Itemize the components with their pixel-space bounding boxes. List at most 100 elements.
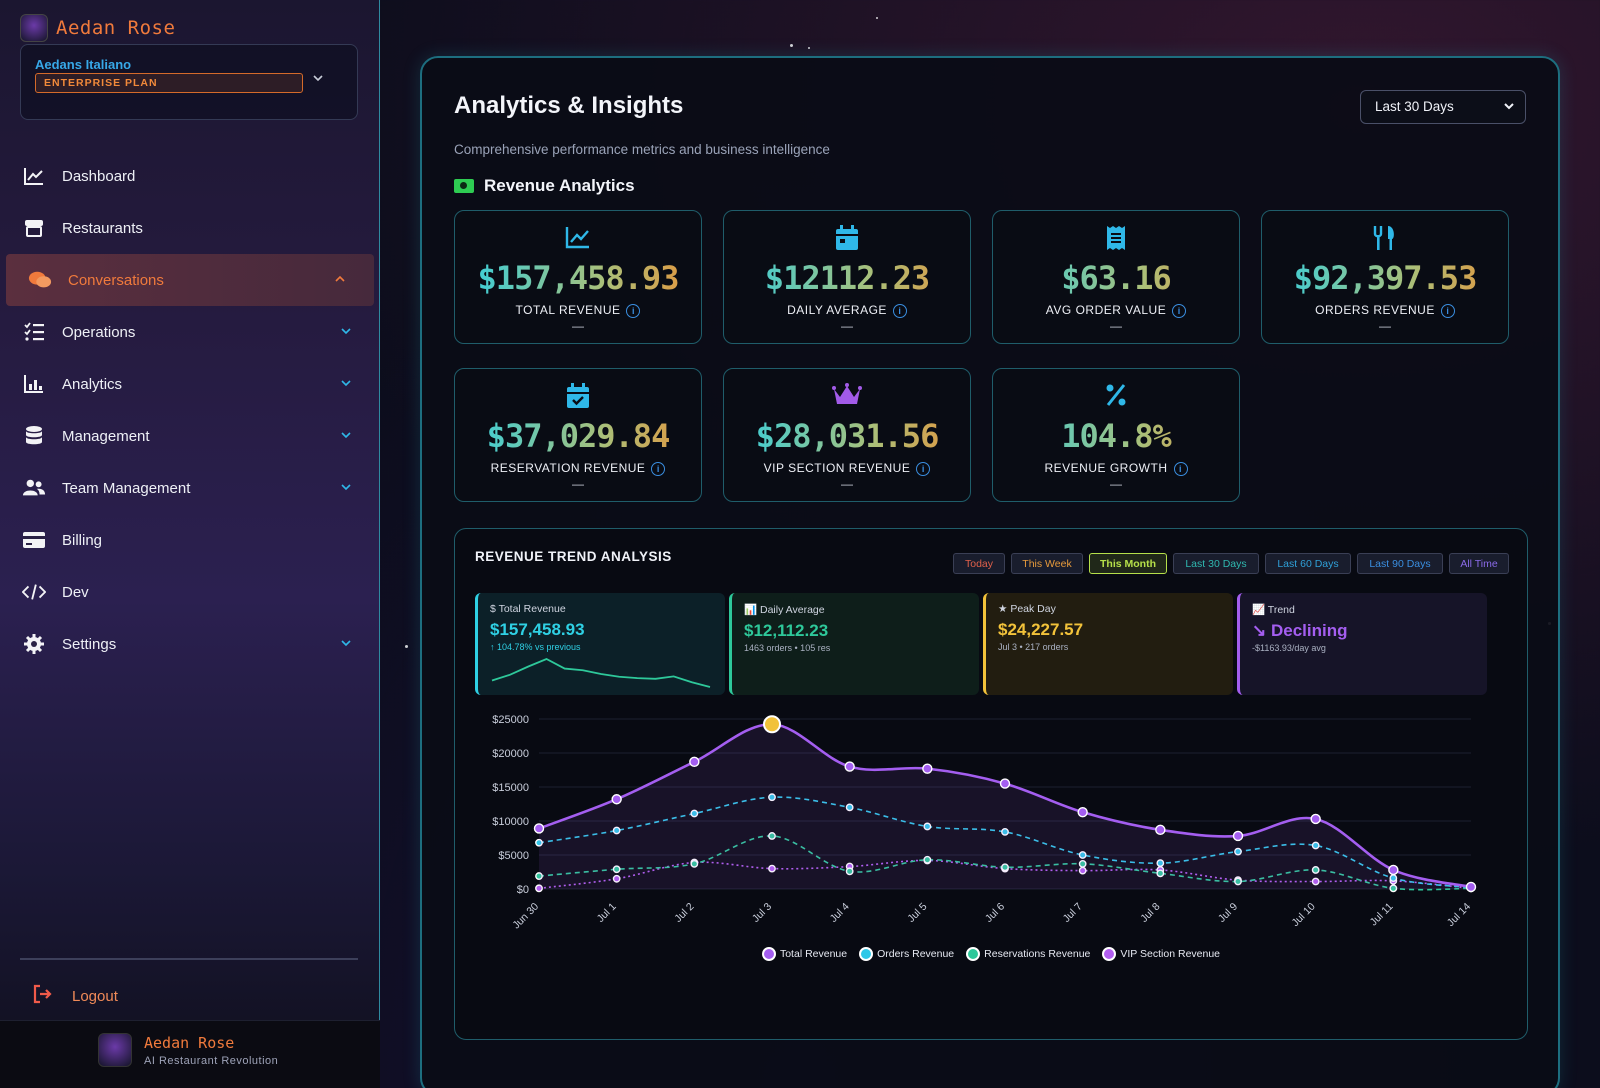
- filter-last-60-days[interactable]: Last 60 Days: [1265, 553, 1351, 574]
- kpi-label: TOTAL REVENUE i: [455, 303, 701, 318]
- legend-item[interactable]: VIP Section Revenue: [1102, 947, 1220, 961]
- logout-label: Logout: [72, 987, 118, 1005]
- logout-button[interactable]: Logout: [32, 984, 118, 1008]
- filter-last-90-days[interactable]: Last 90 Days: [1357, 553, 1443, 574]
- data-point: [1465, 881, 1477, 893]
- sidebar-item-conversations[interactable]: Conversations: [6, 254, 374, 306]
- filter-today[interactable]: Today: [953, 553, 1005, 574]
- sparkline-path: [491, 658, 711, 688]
- summary-value: $24,227.57: [998, 620, 1084, 639]
- kpi-label: DAILY AVERAGE i: [724, 303, 970, 318]
- data-point: [612, 826, 621, 835]
- summary-label: $ Total Revenue: [490, 603, 566, 615]
- revenue-trend-chart: $0 $5000 $10000 $15000 $20000 $25000 Jun 30 Jul…: [492, 714, 1477, 932]
- gear-icon: [22, 632, 46, 656]
- x-tick-label: Jul 9: [1216, 901, 1240, 925]
- data-point: [922, 763, 933, 774]
- filter-this-month[interactable]: This Month: [1089, 553, 1167, 574]
- date-range-select[interactable]: Last 30 Days: [1360, 90, 1526, 124]
- filter-last-30-days[interactable]: Last 30 Days: [1173, 553, 1259, 574]
- kpi-value: 104.8%: [993, 417, 1239, 455]
- info-icon[interactable]: i: [626, 303, 641, 318]
- sidebar-item-management[interactable]: Management: [0, 410, 380, 462]
- chevron-down-icon[interactable]: [340, 324, 352, 341]
- star-decoration: [405, 645, 408, 648]
- sidebar: Aedan Rose Aedans Italiano ENTERPRISE PL…: [0, 0, 380, 1088]
- data-point: [1078, 859, 1087, 868]
- chevron-up-icon[interactable]: [334, 272, 346, 289]
- summary-card-peak-day: ★ Peak Day $24,227.57 Jul 3 • 217 orders: [983, 593, 1233, 695]
- sidebar-item-label: Operations: [62, 323, 136, 341]
- data-point: [1156, 859, 1165, 868]
- summary-value: $157,458.93: [490, 620, 585, 639]
- analytics-panel: Analytics & Insights Comprehensive perfo…: [420, 56, 1560, 1088]
- kpi-card-reservation-revenue: $37,029.84 RESERVATION REVENUE i —: [454, 368, 702, 502]
- chevron-down-icon[interactable]: [340, 428, 352, 445]
- info-icon[interactable]: i: [1440, 303, 1455, 318]
- chevron-down-icon[interactable]: [311, 71, 325, 88]
- info-icon[interactable]: i: [651, 461, 666, 476]
- kpi-card-revenue-growth: 104.8% REVENUE GROWTH i —: [992, 368, 1240, 502]
- chat-bubbles-icon: [28, 268, 52, 292]
- brand[interactable]: Aedan Rose: [20, 14, 175, 42]
- sidebar-item-analytics[interactable]: Analytics: [0, 358, 380, 410]
- sidebar-item-settings[interactable]: Settings: [0, 618, 380, 670]
- store-icon: [22, 216, 46, 240]
- sidebar-item-restaurants[interactable]: Restaurants: [0, 202, 380, 254]
- legend-item[interactable]: Total Revenue: [761, 947, 847, 961]
- kpi-card-orders-revenue: $92,397.53 ORDERS REVENUE i —: [1261, 210, 1509, 344]
- data-point: [1001, 863, 1009, 872]
- data-point: [1155, 824, 1166, 836]
- data-point: [1388, 864, 1399, 876]
- data-point: [690, 809, 699, 818]
- data-point: [1234, 847, 1242, 856]
- data-point: [1078, 851, 1087, 859]
- kpi-value: $157,458.93: [455, 259, 701, 297]
- chevron-down-icon[interactable]: [340, 376, 352, 393]
- star-decoration: [808, 47, 810, 49]
- x-tick-label: Jul 10: [1289, 901, 1317, 929]
- kpi-change: —: [1110, 319, 1122, 333]
- x-tick-label: Jul 14: [1445, 901, 1473, 929]
- sidebar-item-operations[interactable]: Operations: [0, 306, 380, 358]
- sidebar-item-team-management[interactable]: Team Management: [0, 462, 380, 514]
- data-point: [845, 867, 854, 876]
- page-title: Analytics & Insights: [454, 92, 684, 119]
- star-decoration: [876, 17, 878, 19]
- summary-value: $12,112.23: [744, 621, 829, 640]
- kpi-card-vip-section-revenue: $28,031.56 VIP SECTION REVENUE i —: [723, 368, 971, 502]
- filter-this-week[interactable]: This Week: [1011, 553, 1083, 574]
- database-icon: [22, 424, 46, 448]
- info-icon[interactable]: i: [1172, 303, 1187, 318]
- kpi-change: —: [841, 319, 853, 333]
- trend-title: REVENUE TREND ANALYSIS: [475, 549, 672, 564]
- data-point: [611, 794, 622, 805]
- info-icon[interactable]: i: [1173, 461, 1188, 476]
- info-icon[interactable]: i: [892, 303, 907, 318]
- org-switcher[interactable]: Aedans Italiano ENTERPRISE PLAN: [20, 44, 358, 120]
- sidebar-item-dev[interactable]: Dev: [0, 566, 380, 618]
- kpi-change: —: [572, 319, 584, 333]
- sidebar-nav: Dashboard Restaurants Conversations Oper…: [0, 150, 380, 670]
- y-tick-label: $5000: [498, 850, 529, 862]
- chevron-down-icon[interactable]: [340, 636, 352, 653]
- filter-all-time[interactable]: All Time: [1449, 553, 1509, 574]
- x-tick-label: Jul 4: [828, 901, 852, 925]
- sidebar-item-dashboard[interactable]: Dashboard: [0, 150, 380, 202]
- sidebar-item-billing[interactable]: Billing: [0, 514, 380, 566]
- info-icon[interactable]: i: [916, 461, 931, 476]
- code-icon: [22, 580, 46, 604]
- x-tick-label: Jun 30: [510, 901, 541, 932]
- kpi-value: $92,397.53: [1262, 259, 1508, 297]
- legend-item[interactable]: Orders Revenue: [859, 947, 954, 961]
- x-tick-label: Jul 8: [1138, 901, 1162, 925]
- utensils-icon: [1262, 225, 1508, 253]
- kpi-value: $63.16: [993, 259, 1239, 297]
- chevron-down-icon[interactable]: [340, 480, 352, 497]
- chevron-down-icon: [1503, 99, 1515, 116]
- legend-item[interactable]: Reservations Revenue: [966, 947, 1090, 961]
- data-point: [612, 865, 621, 874]
- sidebar-item-label: Restaurants: [62, 219, 143, 237]
- x-tick-label: Jul 11: [1368, 901, 1396, 929]
- data-point: [535, 872, 543, 880]
